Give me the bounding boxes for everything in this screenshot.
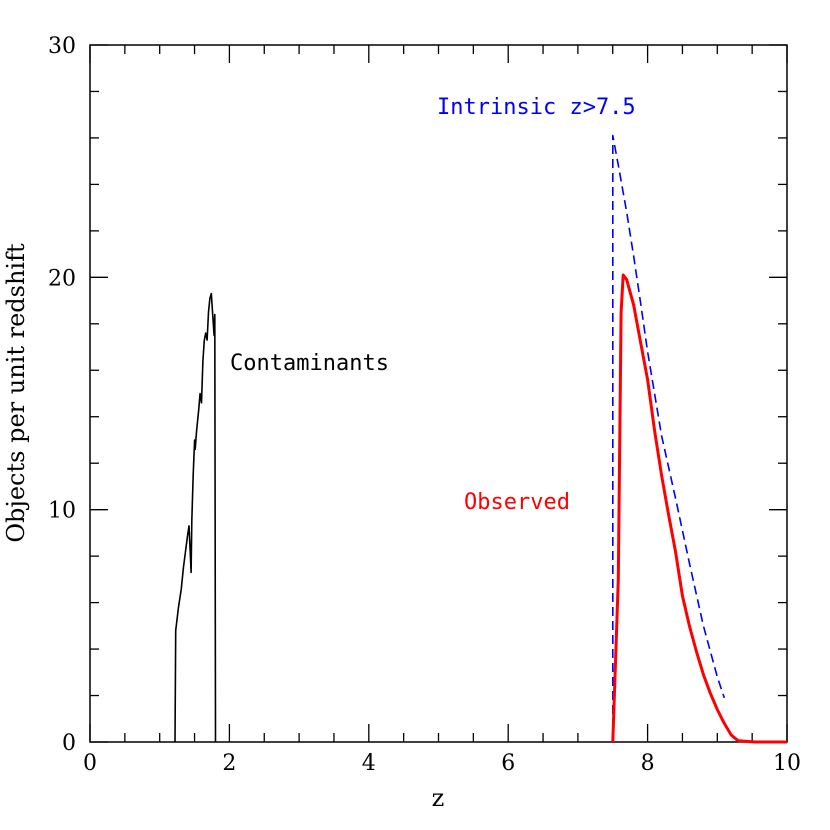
observed-label: Observed	[464, 490, 570, 515]
observed-line	[611, 273, 787, 744]
x-tick-label: 10	[773, 751, 801, 776]
y-tick-label: 20	[48, 266, 76, 291]
axis-ticks	[89, 44, 788, 743]
y-tick-label: 10	[48, 499, 76, 524]
y-tick-label: 0	[62, 731, 76, 756]
contaminants-label: Contaminants	[230, 351, 389, 376]
x-tick-label: 2	[222, 751, 236, 776]
y-axis-title: Objects per unit redshift	[2, 243, 30, 543]
intrinsic-line	[611, 134, 726, 742]
x-axis-title: z	[432, 784, 445, 812]
contaminants-line	[174, 292, 217, 743]
x-tick-label: 4	[362, 751, 376, 776]
intrinsic-label: Intrinsic z>7.5	[437, 95, 636, 120]
x-tick-label: 0	[83, 751, 97, 776]
y-tick-label: 30	[48, 34, 76, 59]
series-lines	[174, 134, 787, 744]
plot-frame	[89, 44, 788, 743]
x-tick-label: 6	[501, 751, 515, 776]
x-tick-label: 8	[641, 751, 655, 776]
tick-labels: 0 2 4 6 8 10 0 10 20 30	[48, 34, 801, 776]
